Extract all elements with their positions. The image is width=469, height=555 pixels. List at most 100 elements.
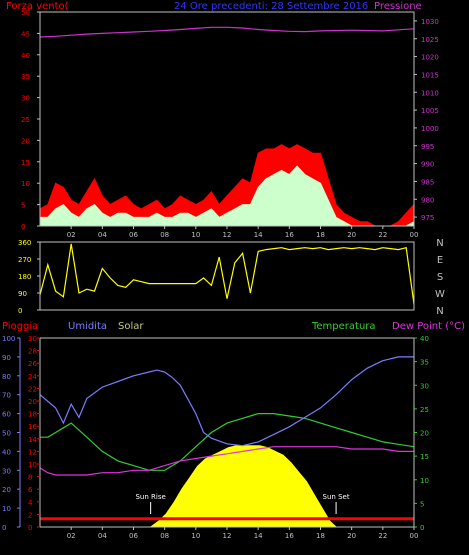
dewpoint-axis-label: Dew Point (°C) [392, 321, 466, 332]
solar-area [40, 445, 414, 528]
humidity-y-tick-label: 50 [2, 430, 11, 438]
wind-direction-line [39, 243, 415, 305]
compass-label: S [437, 272, 443, 283]
humidity-y-tick-label: 60 [2, 411, 11, 419]
rain-y-tick-label: 20 [28, 398, 37, 406]
wind-y-tick-label: 45 [21, 30, 30, 38]
solar-axis-label: Solar [118, 321, 144, 332]
wind-x-tick-label: 20 [347, 231, 356, 239]
wind-x-tick-label: 04 [98, 231, 107, 239]
humidity-y-tick-label: 30 [2, 467, 11, 475]
pressure-y-tick-label: 995 [421, 143, 434, 151]
humidity-x-tick-label: 02 [67, 532, 76, 540]
temp-y-tick-label: 0 [420, 524, 424, 532]
sunset-label: Sun Set [323, 493, 350, 501]
wind-y-tick-label: 15 [21, 159, 30, 167]
wind-x-tick-label: 14 [254, 231, 263, 239]
wind-x-tick-label: 02 [67, 231, 76, 239]
pressure-y-tick-label: 1020 [421, 54, 439, 62]
temp-y-tick-label: 20 [420, 430, 429, 438]
rain-y-tick-label: 26 [28, 360, 37, 368]
temp-y-tick-label: 25 [420, 406, 429, 414]
wind-y-tick-label: 40 [21, 52, 30, 60]
wind-y-tick-label: 10 [21, 180, 30, 188]
compass-label: W [435, 289, 445, 300]
wind-x-tick-label: 00 [410, 231, 419, 239]
humidity-x-tick-label: 04 [98, 532, 107, 540]
wind-x-tick-label: 08 [160, 231, 169, 239]
direction-y-tick-label: 270 [18, 256, 31, 264]
temp-y-tick-label: 5 [420, 500, 424, 508]
rain-y-tick-label: 8 [28, 474, 32, 482]
humidity-x-tick-label: 08 [160, 532, 169, 540]
humidity-x-tick-label: 16 [285, 532, 294, 540]
rain-y-tick-label: 22 [28, 385, 37, 393]
dewpoint-line [39, 446, 414, 476]
wind-y-tick-label: 20 [21, 137, 30, 145]
rain-y-tick-label: 24 [28, 373, 37, 381]
temp-y-tick-label: 35 [420, 359, 429, 367]
pressure-y-tick-label: 980 [421, 196, 434, 204]
wind-y-tick-label: 25 [21, 116, 30, 124]
temperature-axis-label: Temperatura [312, 321, 376, 332]
header-left-label: Forza vento( [6, 1, 69, 12]
wind-x-tick-label: 16 [285, 231, 294, 239]
humidity-x-tick-label: 00 [410, 532, 419, 540]
direction-y-tick-label: 360 [18, 239, 31, 247]
rain-y-tick-label: 0 [28, 524, 32, 532]
pressure-line [39, 26, 415, 38]
pressure-y-tick-label: 1030 [421, 18, 439, 26]
rain-y-tick-label: 14 [28, 436, 37, 444]
pressure-y-tick-label: 1000 [421, 125, 439, 133]
rain-y-tick-label: 30 [28, 335, 37, 343]
humidity-y-tick-label: 100 [2, 335, 15, 343]
pressure-y-tick-label: 975 [421, 214, 434, 222]
humidity-x-tick-label: 12 [223, 532, 232, 540]
rain-axis-label: Pioggia [2, 321, 39, 332]
rain-y-tick-label: 2 [28, 511, 32, 519]
wind-y-tick-label: 0 [21, 223, 25, 231]
header-right-label: Pressione [374, 1, 422, 12]
direction-y-tick-label: 180 [18, 273, 31, 281]
humidity-y-tick-label: 10 [2, 505, 11, 513]
wind-y-tick-label: 5 [21, 202, 25, 210]
rain-y-tick-label: 28 [28, 348, 37, 356]
temperature-line [40, 413, 415, 471]
compass-label: N [436, 238, 443, 249]
temp-y-tick-label: 10 [420, 477, 429, 485]
rain-y-tick-label: 18 [28, 411, 37, 419]
header-center-title: 24 Ore precedenti: 28 Settembre 2016 [174, 1, 369, 12]
humidity-y-tick-label: 40 [2, 448, 11, 456]
temp-y-tick-label: 40 [420, 335, 429, 343]
direction-panel-frame [39, 241, 415, 311]
rain-y-tick-label: 10 [28, 461, 37, 469]
pressure-y-tick-label: 1005 [421, 107, 439, 115]
humidity-x-tick-label: 10 [191, 532, 200, 540]
wind-x-tick-label: 10 [191, 231, 200, 239]
wind-x-tick-label: 06 [129, 231, 138, 239]
pressure-y-tick-label: 1010 [421, 89, 439, 97]
wind-x-tick-label: 18 [316, 231, 325, 239]
humidity-y-tick-label: 80 [2, 373, 11, 381]
sunrise-label: Sun Rise [135, 493, 165, 501]
rain-y-tick-label: 16 [28, 423, 37, 431]
rain-y-tick-label: 12 [28, 448, 37, 456]
wind-x-tick-label: 22 [378, 231, 387, 239]
compass-label: E [437, 255, 443, 266]
humidity-line [39, 356, 414, 447]
temp-y-tick-label: 30 [420, 382, 429, 390]
wind-x-tick-label: 12 [223, 231, 232, 239]
rain-y-tick-label: 6 [28, 486, 33, 494]
humidity-x-tick-label: 06 [129, 532, 138, 540]
pressure-y-tick-label: 985 [421, 178, 434, 186]
wind-y-tick-label: 35 [21, 73, 30, 81]
humidity-y-tick-label: 20 [2, 486, 11, 494]
humidity-x-tick-label: 18 [316, 532, 325, 540]
humidity-y-tick-label: 0 [2, 524, 6, 532]
direction-y-tick-label: 90 [18, 290, 27, 298]
rain-y-tick-label: 4 [28, 499, 33, 507]
humidity-y-tick-label: 70 [2, 392, 11, 400]
wind-y-tick-label: 30 [21, 95, 30, 103]
pressure-y-tick-label: 1015 [421, 71, 439, 79]
direction-y-tick-label: 0 [18, 307, 22, 315]
